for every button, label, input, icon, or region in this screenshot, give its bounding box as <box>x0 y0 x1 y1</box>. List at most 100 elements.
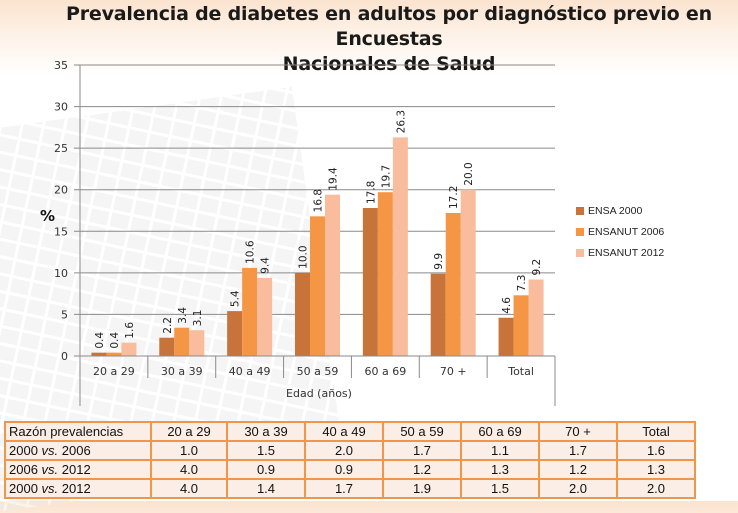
legend-item-ensa-2000: ENSA 2000 <box>576 200 664 221</box>
y-tick-label: 25 <box>54 142 68 155</box>
bar <box>227 311 243 356</box>
legend-swatch <box>576 227 584 236</box>
x-axis: 20 a 29 30 a 39 40 a 49 50 a 59 60 a 69 70 + T… <box>79 355 556 406</box>
table-cell: 1.5 <box>460 478 540 499</box>
legend-label: ENSA 2000 <box>588 204 643 217</box>
table-cell: 1.1 <box>460 440 540 461</box>
table-cell: 4.0 <box>150 478 228 499</box>
x-axis-title: Edad (años) <box>286 387 352 400</box>
data-label: 10.6 <box>245 240 257 264</box>
bar <box>106 352 122 356</box>
data-label: 9.4 <box>260 257 272 274</box>
header-cell: Total <box>616 421 696 442</box>
bar <box>528 279 544 356</box>
data-label: 7.3 <box>516 275 528 292</box>
bar <box>325 194 340 356</box>
page-title: Prevalencia de diabetes en adultos por d… <box>0 2 738 77</box>
bar <box>498 317 514 356</box>
table-row: 2000 vs. 2006 1.0 1.5 2.0 1.7 1.1 1.7 1.… <box>4 440 696 461</box>
table-cell: 0.9 <box>304 459 384 480</box>
bar <box>460 189 476 356</box>
table-cell: 1.2 <box>538 459 618 480</box>
bar <box>159 337 175 356</box>
y-axis-label: % <box>40 207 55 225</box>
header-cell: 30 a 39 <box>226 421 306 442</box>
row-label: 2006 vs. 2012 <box>4 459 152 480</box>
table-cell: 1.4 <box>226 478 306 499</box>
data-label: 19.4 <box>328 167 340 191</box>
y-tick-label: 5 <box>61 308 68 321</box>
bar <box>257 277 273 356</box>
data-label: 2.2 <box>162 317 174 334</box>
y-tick-label: 10 <box>54 267 68 280</box>
table-cell: 0.9 <box>226 459 306 480</box>
data-label: 3.4 <box>177 307 189 324</box>
title-line-1: Prevalencia de diabetes en adultos por d… <box>66 3 712 50</box>
data-label: 9.9 <box>433 253 445 270</box>
table-cell: 2.0 <box>616 478 696 499</box>
y-tick-label: 30 <box>54 101 68 114</box>
bar <box>513 295 529 356</box>
bar <box>392 137 408 356</box>
table-cell: 1.3 <box>460 459 540 480</box>
y-tick-label: 35 <box>54 59 68 72</box>
table-cell: 1.7 <box>538 440 618 461</box>
data-label: 5.4 <box>230 290 242 307</box>
x-tick-label: Total <box>507 365 534 378</box>
legend-label: ENSANUT 2012 <box>588 246 665 259</box>
legend-item-ensanut-2012: ENSANUT 2012 <box>576 242 664 263</box>
bars <box>91 137 544 356</box>
header-cell: Razón prevalencias <box>4 421 152 442</box>
table-cell: 1.7 <box>382 440 462 461</box>
data-label: 3.1 <box>192 310 204 327</box>
data-label: 19.7 <box>380 165 392 188</box>
bar <box>295 272 310 356</box>
table-cell: 1.7 <box>304 478 384 499</box>
data-label: 9.2 <box>531 259 543 276</box>
data-label: 17.8 <box>365 181 377 204</box>
data-label: 0.4 <box>109 332 121 349</box>
data-label: 0.4 <box>94 332 106 349</box>
table-cell: 1.6 <box>616 440 696 461</box>
legend-label: ENSANUT 2006 <box>588 225 665 238</box>
header-cell: 40 a 49 <box>304 421 384 442</box>
data-label: 26.3 <box>395 110 407 133</box>
header-cell: 70 + <box>538 421 618 442</box>
row-label: 2000 vs. 2006 <box>4 440 152 461</box>
y-axis-ticks: 0 5 10 15 20 25 30 35 <box>54 59 68 363</box>
table-cell: 1.0 <box>150 440 228 461</box>
data-label: 16.8 <box>313 189 325 212</box>
bar <box>445 212 461 356</box>
x-tick-label: 70 + <box>440 365 467 378</box>
ratio-table-header: Razón prevalencias 20 a 29 30 a 39 40 a … <box>4 421 696 442</box>
table-cell: 2.0 <box>538 478 618 499</box>
bar <box>362 208 378 356</box>
table-cell: 1.2 <box>382 459 462 480</box>
bar <box>310 216 325 356</box>
x-tick-label: 40 a 49 <box>229 365 271 378</box>
x-tick-label: 60 a 69 <box>364 365 406 378</box>
table-cell: 1.9 <box>382 478 462 499</box>
data-label: 17.2 <box>448 186 460 209</box>
table-cell: 2.0 <box>304 440 384 461</box>
bar <box>189 330 205 356</box>
bar <box>430 273 446 356</box>
x-tick-label: 30 a 39 <box>161 365 203 378</box>
legend-swatch <box>576 248 584 257</box>
x-tick-label: 50 a 59 <box>297 365 339 378</box>
legend-swatch <box>576 206 584 215</box>
data-label: 4.6 <box>501 297 513 314</box>
row-label: 2000 vs. 2012 <box>4 478 152 499</box>
legend: ENSA 2000 ENSANUT 2006 ENSANUT 2012 <box>576 200 664 263</box>
bar <box>174 327 190 356</box>
x-tick-label: 20 a 29 <box>93 365 135 378</box>
y-tick-label: 0 <box>61 350 68 363</box>
title-line-2: Nacionales de Salud <box>282 53 496 75</box>
table-row: 2006 vs. 2012 4.0 0.9 0.9 1.2 1.3 1.2 1.… <box>4 459 696 480</box>
bar <box>242 267 258 356</box>
bar <box>91 352 107 356</box>
header-cell: 20 a 29 <box>150 421 228 442</box>
bar <box>121 342 137 356</box>
table-cell: 4.0 <box>150 459 228 480</box>
header-cell: 60 a 69 <box>460 421 540 442</box>
